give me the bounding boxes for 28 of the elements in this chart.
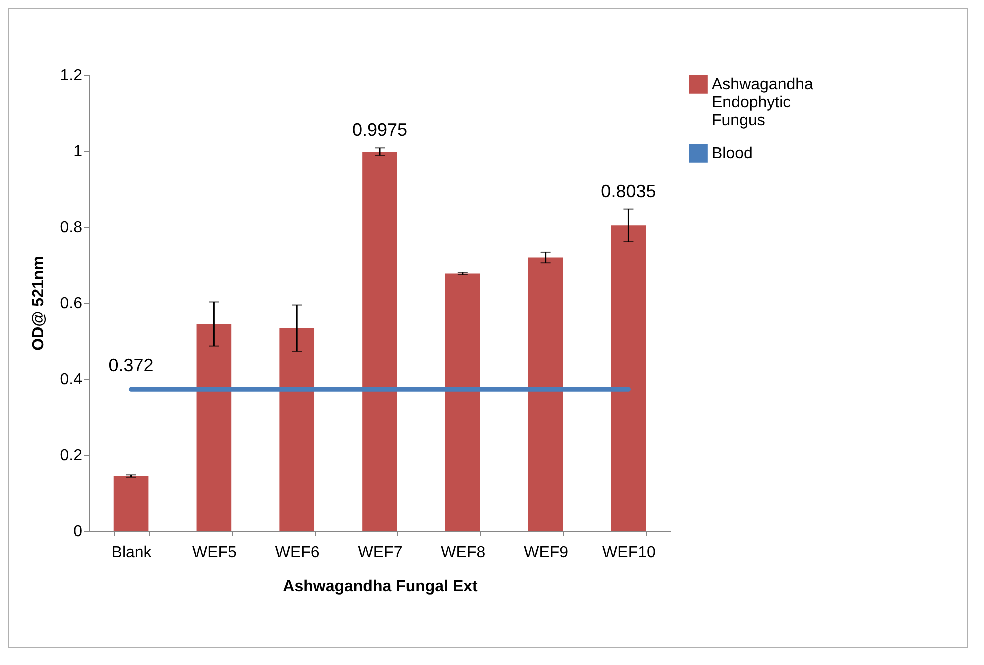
x-tick-label: WEF6 bbox=[275, 544, 320, 562]
x-tick-label: WEF10 bbox=[602, 544, 656, 562]
y-axis-title: OD@ 521nm bbox=[30, 256, 48, 351]
bar bbox=[280, 328, 315, 531]
x-tick-label: WEF8 bbox=[441, 544, 486, 562]
data-label: 0.8035 bbox=[601, 181, 656, 202]
x-tick-label: WEF5 bbox=[192, 544, 238, 562]
legend-label: Blood bbox=[712, 146, 753, 162]
bar bbox=[196, 324, 232, 531]
y-tick-label: 0.6 bbox=[60, 296, 83, 312]
bar bbox=[114, 476, 149, 531]
x-tick-label: Blank bbox=[112, 544, 153, 562]
bar bbox=[445, 274, 480, 531]
x-tick-label: WEF7 bbox=[358, 544, 403, 562]
y-tick-label: 0 bbox=[74, 524, 83, 540]
y-tick-label: 0.2 bbox=[60, 448, 83, 464]
x-tick-label: WEF9 bbox=[524, 544, 569, 562]
y-tick-label: 1 bbox=[74, 144, 83, 160]
data-label: 0.9975 bbox=[352, 120, 408, 140]
bar bbox=[611, 226, 646, 531]
legend-label: Ashwagandha Endophytic Fungus bbox=[712, 76, 814, 130]
data-label: 0.372 bbox=[108, 356, 154, 376]
bar bbox=[362, 152, 398, 531]
x-axis-title: Ashwagandha Fungal Ext bbox=[283, 578, 479, 596]
y-tick-label: 0.8 bbox=[60, 220, 83, 236]
y-tick-label: 1.2 bbox=[60, 68, 83, 84]
bar bbox=[528, 258, 564, 531]
y-tick-label: 0.4 bbox=[60, 372, 83, 388]
